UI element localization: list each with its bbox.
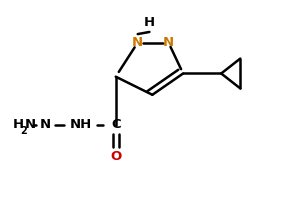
Text: O: O (110, 150, 121, 163)
Text: N: N (25, 118, 36, 131)
Text: N: N (163, 36, 174, 49)
Text: 2: 2 (20, 126, 27, 135)
Text: NH: NH (69, 118, 92, 131)
Text: H: H (144, 16, 155, 29)
Text: C: C (111, 118, 120, 131)
Text: N: N (40, 118, 51, 131)
Text: N: N (132, 36, 143, 49)
Text: H: H (13, 118, 24, 131)
